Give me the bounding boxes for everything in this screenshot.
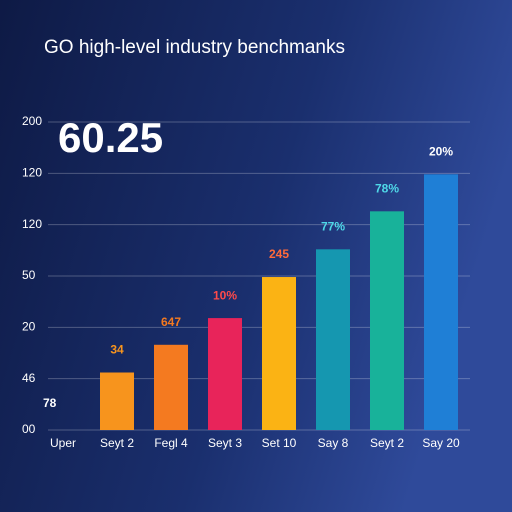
x-tick-label: Say 20 [422, 436, 460, 450]
bar [262, 277, 296, 430]
bar-label: 20% [429, 145, 453, 159]
bar-label: 647 [161, 315, 181, 329]
bar [424, 174, 458, 430]
chart-title: GO high-level industry benchmanks [44, 37, 345, 58]
bar [154, 344, 188, 430]
x-tick-label: Seyt 2 [100, 436, 134, 450]
x-tick-label: Uper [50, 436, 76, 450]
y-tick-label: 50 [22, 268, 36, 282]
bar-label: 78% [375, 181, 399, 195]
x-tick-label: Fegl 4 [154, 436, 188, 450]
bar-label: 10% [213, 288, 237, 302]
x-tick-label: Seyt 2 [370, 436, 404, 450]
y-tick-label: 120 [22, 217, 42, 231]
x-tick-label: Set 10 [262, 436, 297, 450]
y-tick-label: 20 [22, 320, 36, 334]
x-tick-label: Seyt 3 [208, 436, 242, 450]
y-tick-label: 00 [22, 422, 36, 436]
bar-label: 77% [321, 219, 345, 233]
bar [316, 249, 350, 430]
bar-label: 34 [110, 343, 124, 357]
bar [370, 211, 404, 430]
bar-label: 78 [43, 396, 57, 410]
x-tick-label: Say 8 [318, 436, 349, 450]
bar [100, 372, 134, 430]
y-tick-label: 46 [22, 371, 36, 385]
y-tick-label: 120 [22, 166, 42, 180]
bar [208, 318, 242, 430]
y-tick-label: 200 [22, 114, 42, 128]
bar-label: 245 [269, 247, 289, 261]
headline: 60.25 [58, 114, 163, 161]
